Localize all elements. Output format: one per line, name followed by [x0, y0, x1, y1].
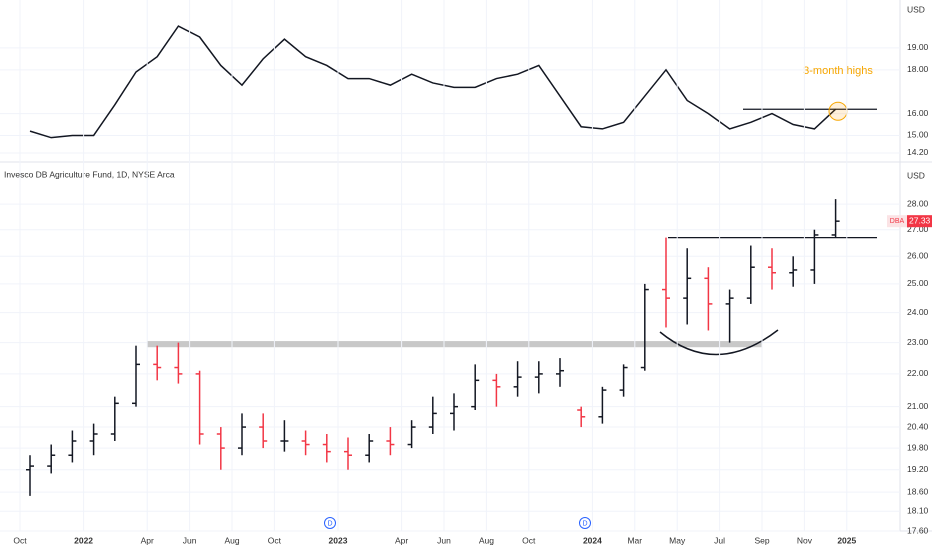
y-tick-label: 19.20 [907, 464, 929, 474]
y-tick-label: 24.00 [907, 307, 929, 317]
x-tick-label: Oct [268, 535, 282, 545]
rounding-bottom [659, 329, 779, 356]
x-tick-label: May [669, 535, 686, 545]
x-tick-label: Sep [754, 535, 769, 545]
symbol-label: DBA [890, 218, 905, 225]
annotation: 3-month highs [803, 65, 873, 77]
y-tick-label: 20.40 [907, 421, 929, 431]
symbol-tag [887, 215, 907, 228]
y-tick-label: 19.00 [907, 42, 929, 52]
event-label: D [327, 520, 332, 527]
x-tick-label: Mar [627, 535, 642, 545]
x-tick-label: 2024 [583, 535, 602, 545]
support-zone [147, 341, 762, 348]
y-tick-label: 23.00 [907, 337, 929, 347]
x-tick-label: Apr [395, 535, 408, 545]
x-tick-label: Jun [437, 535, 451, 545]
x-tick-label: 2022 [74, 535, 93, 545]
top-axis-unit: USD [907, 4, 925, 14]
y-tick-label: 18.60 [907, 486, 929, 496]
x-tick-label: Apr [141, 535, 154, 545]
y-tick-label: 18.10 [907, 506, 929, 516]
x-tick-label: Jul [714, 535, 725, 545]
y-tick-label: 28.00 [907, 198, 929, 208]
y-tick-label: 14.20 [907, 147, 929, 157]
y-tick-label: 26.00 [907, 251, 929, 261]
x-tick-label: 2025 [837, 535, 856, 545]
price-line [29, 25, 837, 139]
x-tick-label: Oct [13, 535, 27, 545]
y-tick-label: 25.00 [907, 278, 929, 288]
y-tick-label: 18.00 [907, 64, 929, 74]
y-tick-label: 22.00 [907, 368, 929, 378]
y-tick-label: 15.00 [907, 130, 929, 140]
x-tick-label: Oct [522, 535, 536, 545]
event-icon [324, 517, 336, 529]
highlight-circle [828, 101, 848, 121]
x-tick-label: Nov [797, 535, 813, 545]
y-tick-label: 16.00 [907, 108, 929, 118]
x-tick-label: Jun [183, 535, 197, 545]
event-label: D [582, 520, 587, 527]
y-tick-label: 27.00 [907, 224, 929, 234]
x-tick-label: 2023 [329, 535, 348, 545]
y-tick-label: 19.80 [907, 442, 929, 452]
last-price-tag [907, 215, 932, 228]
last-price-label: 27.33 [909, 215, 931, 225]
x-tick-label: Aug [479, 535, 494, 545]
bottom-axis-unit: USD [907, 170, 925, 180]
y-tick-label: 17.60 [907, 525, 929, 535]
x-tick-label: Aug [224, 535, 239, 545]
event-icon [579, 517, 591, 529]
y-tick-label: 21.00 [907, 401, 929, 411]
chart-title: Invesco DB Agriculture Fund, 1D, NYSE Ar… [4, 169, 175, 179]
